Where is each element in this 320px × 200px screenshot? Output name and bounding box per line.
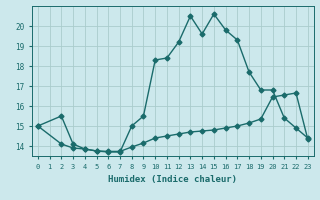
X-axis label: Humidex (Indice chaleur): Humidex (Indice chaleur) <box>108 175 237 184</box>
